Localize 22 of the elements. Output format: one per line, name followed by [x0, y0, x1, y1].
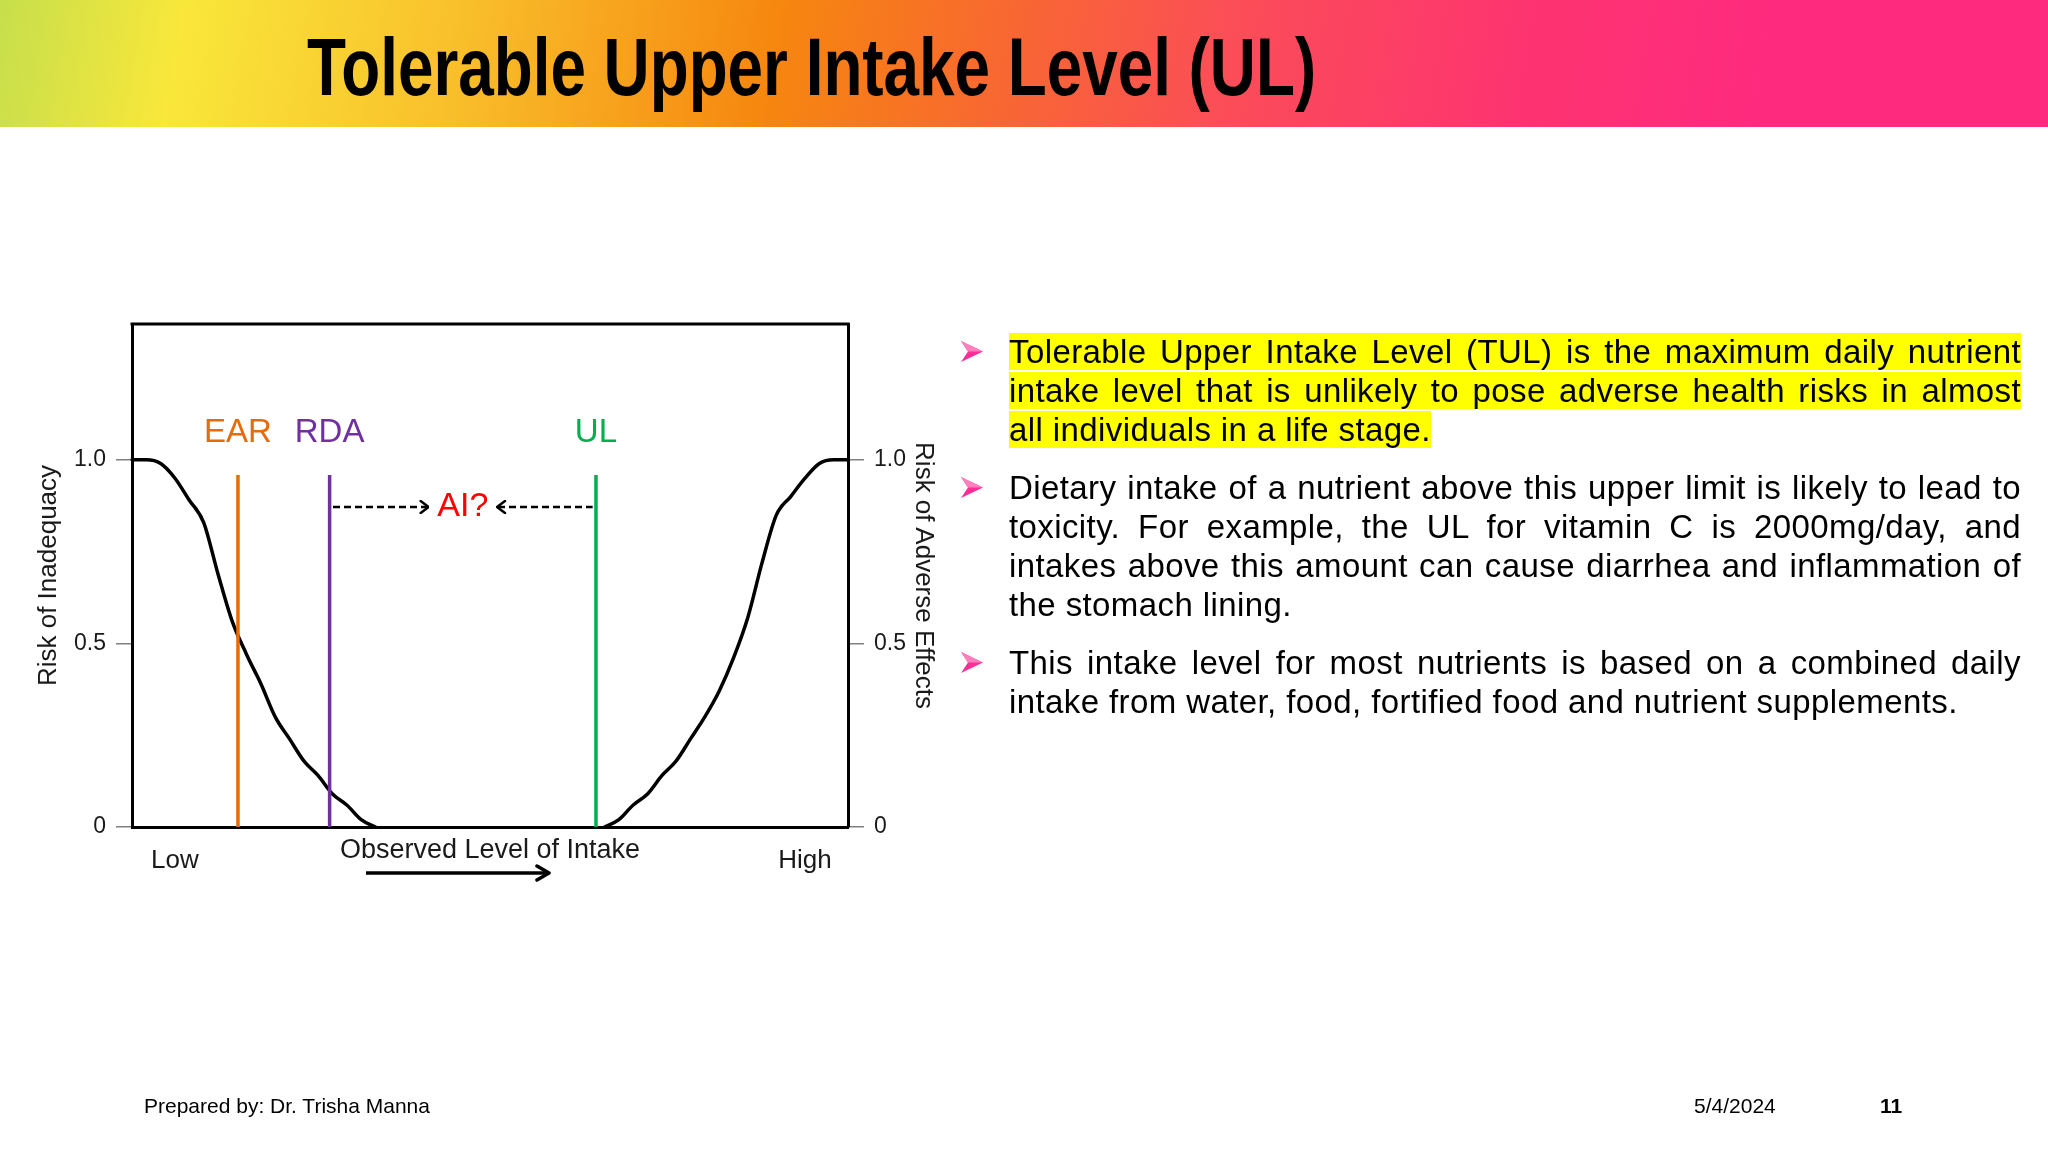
- text: This intake level for most nutrients is based on a combined daily intake from water, food, fortified food and nutrient supplements.: [1009, 644, 2021, 720]
- x-tick-label: Low: [151, 843, 200, 874]
- x-axis-title: Observed Level of Intake: [339, 834, 641, 865]
- y-tick-label: 1.0: [74, 445, 106, 472]
- annotation: UL: [574, 412, 618, 450]
- text: Tolerable Upper Intake Level (TUL) is the maximum daily nutrient intake level that is unlikely to pose adverse health risks in almost all individuals in a life stage.: [1009, 333, 2021, 448]
- text: Prepared by: Dr. Trisha Manna: [144, 1094, 430, 1118]
- y2-tick-label: 0: [874, 812, 887, 839]
- y2-tick-label: 0.5: [874, 628, 906, 655]
- y2-tick-label: 1.0: [874, 445, 906, 472]
- y2-axis-title: Risk of Adverse Effects: [910, 442, 941, 709]
- y-axis-title: Risk of Inadequacy: [31, 464, 62, 687]
- text: Dietary intake of a nutrient above this upper limit is likely to lead to toxicity. For example, the UL for vitamin C is 2000mg/day, and intakes above this amount can cause diarrhea and inflammation of the stomach lining.: [1009, 469, 2021, 623]
- text: 11: [1880, 1094, 1903, 1118]
- annotation: RDA: [294, 412, 365, 450]
- y-tick-label: 0.5: [74, 628, 106, 655]
- y-tick-label: 0: [93, 812, 106, 839]
- annotation: AI?: [437, 485, 489, 524]
- x-tick-label: High: [778, 843, 832, 874]
- annotation: EAR: [204, 412, 272, 450]
- chart-title: Tolerable Upper Intake Level (UL): [307, 21, 1317, 112]
- text: 5/4/2024: [1694, 1094, 1776, 1118]
